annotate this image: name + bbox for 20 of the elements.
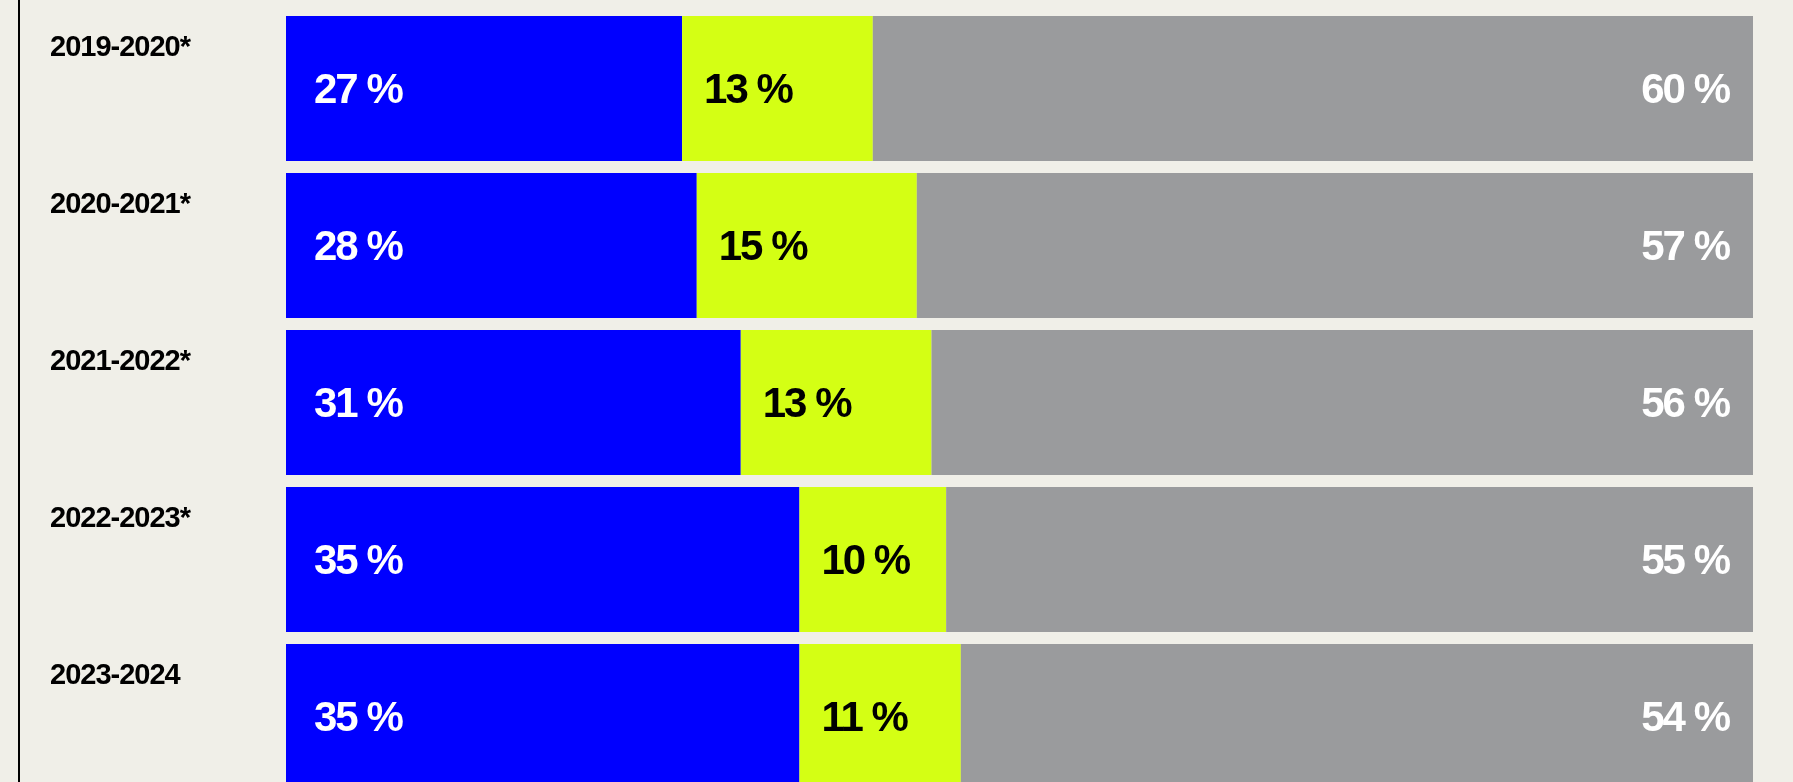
data-label: 10 % <box>821 536 911 583</box>
data-label: 60 % <box>1641 65 1731 112</box>
data-label: 35 % <box>314 536 404 583</box>
data-label: 13 % <box>762 379 853 426</box>
data-label: 13 % <box>704 65 794 112</box>
y-tick-label: 2023-2024 <box>50 658 181 690</box>
y-tick-label: 2021-2022* <box>50 344 192 376</box>
data-label: 57 % <box>1641 222 1731 269</box>
data-label: 55 % <box>1641 536 1731 583</box>
data-label: 54 % <box>1641 693 1731 740</box>
data-label: 28 % <box>314 222 404 269</box>
data-label: 27 % <box>314 65 404 112</box>
data-label: 35 % <box>314 693 404 740</box>
data-label: 15 % <box>718 222 809 269</box>
data-label: 31 % <box>314 379 404 426</box>
y-tick-label: 2020-2021* <box>50 187 192 219</box>
data-label: 56 % <box>1641 379 1731 426</box>
y-tick-label: 2019-2020* <box>50 30 192 62</box>
y-tick-label: 2022-2023* <box>50 501 192 533</box>
data-label: 11 % <box>821 693 909 740</box>
